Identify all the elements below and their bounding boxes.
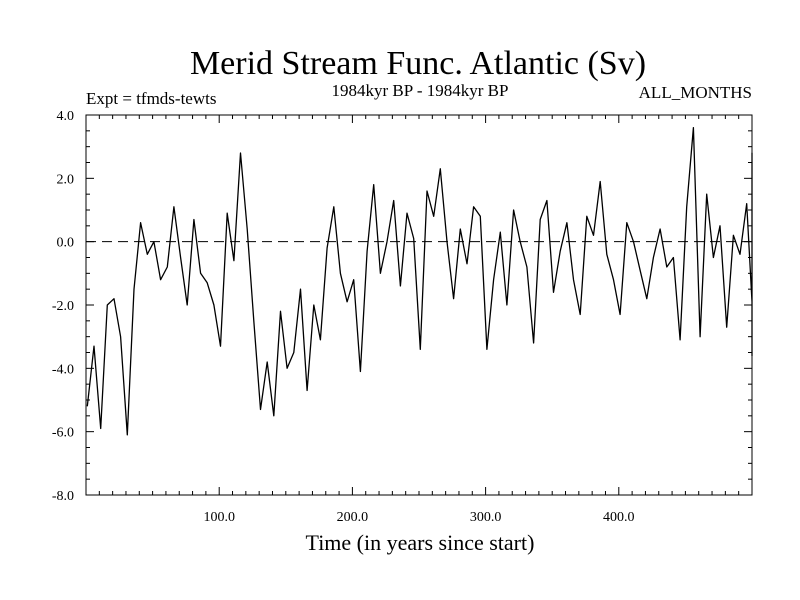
x-tick-label: 300.0 <box>470 510 502 525</box>
y-tick-label: 2.0 <box>57 172 75 187</box>
period-label: 1984kyr BP - 1984kyr BP <box>332 81 509 100</box>
y-tick-label: -2.0 <box>52 299 74 314</box>
y-tick-label: -8.0 <box>52 489 74 504</box>
x-axis: 100.0 200.0 300.0 400.0 <box>98 115 740 525</box>
plot-frame <box>85 114 753 496</box>
chart-title: Merid Stream Func. Atlantic (Sv) <box>190 45 646 82</box>
x-axis-label: Time (in years since start) <box>306 530 535 555</box>
y-tick-label: -4.0 <box>52 362 74 377</box>
y-tick-label: 4.0 <box>57 109 75 124</box>
y-axis: -8.0 -6.0 -4.0 -2.0 0.0 2.0 4.0 <box>52 109 752 504</box>
y-tick-label: -6.0 <box>52 426 74 441</box>
months-label: ALL_MONTHS <box>639 83 752 102</box>
x-tick-label: 200.0 <box>337 510 369 525</box>
x-tick-label: 100.0 <box>203 510 235 525</box>
experiment-label: Expt = tfmds-tewts <box>86 89 216 108</box>
x-tick-label: 400.0 <box>603 510 635 525</box>
y-tick-label: 0.0 <box>57 236 75 251</box>
series-line <box>86 127 753 436</box>
